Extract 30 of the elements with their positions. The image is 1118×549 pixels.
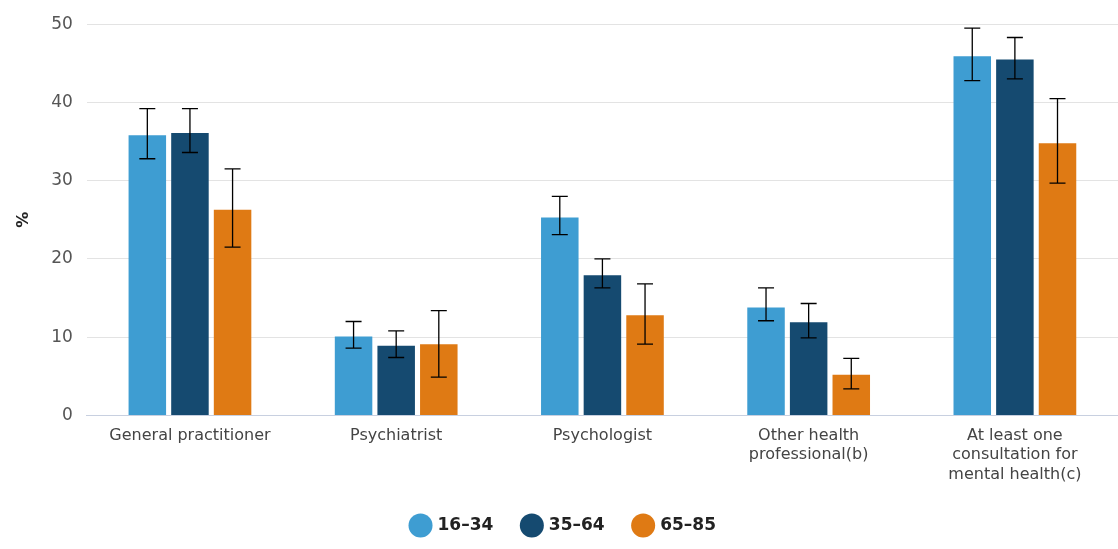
- y-tick-label: 40: [51, 90, 73, 111]
- bar: [747, 307, 785, 415]
- bar: [1038, 143, 1077, 415]
- bar: [334, 336, 373, 415]
- bar: [213, 209, 252, 415]
- y-axis-title: %: [12, 211, 32, 228]
- y-tick-label: 10: [51, 325, 73, 346]
- y-tick-label: 30: [51, 169, 73, 190]
- bar: [128, 135, 167, 415]
- y-tick-label: 20: [51, 247, 73, 268]
- x-tick-label: General practitioner: [109, 425, 271, 445]
- bar: [832, 374, 871, 415]
- bar: [377, 345, 415, 415]
- x-tick-label: Other health professional(b): [748, 425, 869, 464]
- bar: [996, 59, 1034, 415]
- y-tick-label: 0: [62, 403, 73, 424]
- bar: [541, 217, 579, 415]
- y-tick-label: 50: [51, 12, 73, 33]
- bar: [953, 56, 992, 415]
- x-tick-label: Psychiatrist: [350, 425, 443, 445]
- bar: [583, 275, 622, 415]
- x-tick-label: At least one consultation for mental health(c): [948, 425, 1082, 483]
- x-tick-label: Psychologist: [552, 425, 653, 445]
- bar: [420, 344, 458, 415]
- legend-label: 16–34: [437, 513, 494, 534]
- bar: [171, 132, 209, 415]
- legend-label: 35–64: [548, 513, 605, 534]
- legend-label: 65–85: [660, 513, 716, 534]
- bar: [626, 315, 664, 415]
- bar: [789, 322, 828, 415]
